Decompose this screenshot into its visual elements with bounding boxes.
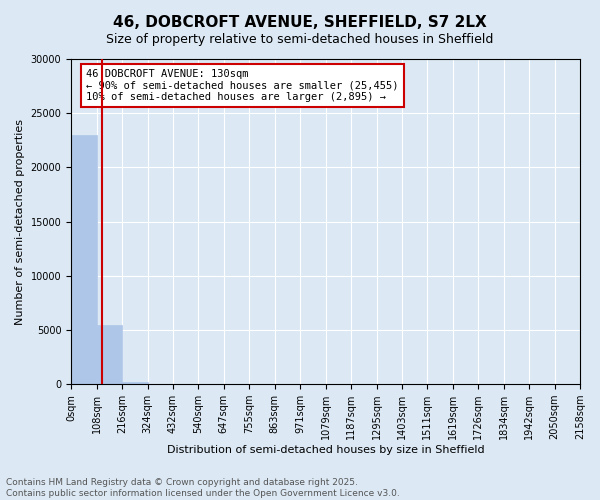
Text: Size of property relative to semi-detached houses in Sheffield: Size of property relative to semi-detach…: [106, 32, 494, 46]
Bar: [97, 324, 122, 384]
Text: Contains HM Land Registry data © Crown copyright and database right 2025.
Contai: Contains HM Land Registry data © Crown c…: [6, 478, 400, 498]
Bar: [122, 382, 148, 384]
Text: 46, DOBCROFT AVENUE, SHEFFIELD, S7 2LX: 46, DOBCROFT AVENUE, SHEFFIELD, S7 2LX: [113, 15, 487, 30]
Bar: [71, 135, 97, 384]
X-axis label: Distribution of semi-detached houses by size in Sheffield: Distribution of semi-detached houses by …: [167, 445, 484, 455]
Y-axis label: Number of semi-detached properties: Number of semi-detached properties: [15, 118, 25, 324]
Text: 46 DOBCROFT AVENUE: 130sqm
← 90% of semi-detached houses are smaller (25,455)
10: 46 DOBCROFT AVENUE: 130sqm ← 90% of semi…: [86, 69, 399, 102]
